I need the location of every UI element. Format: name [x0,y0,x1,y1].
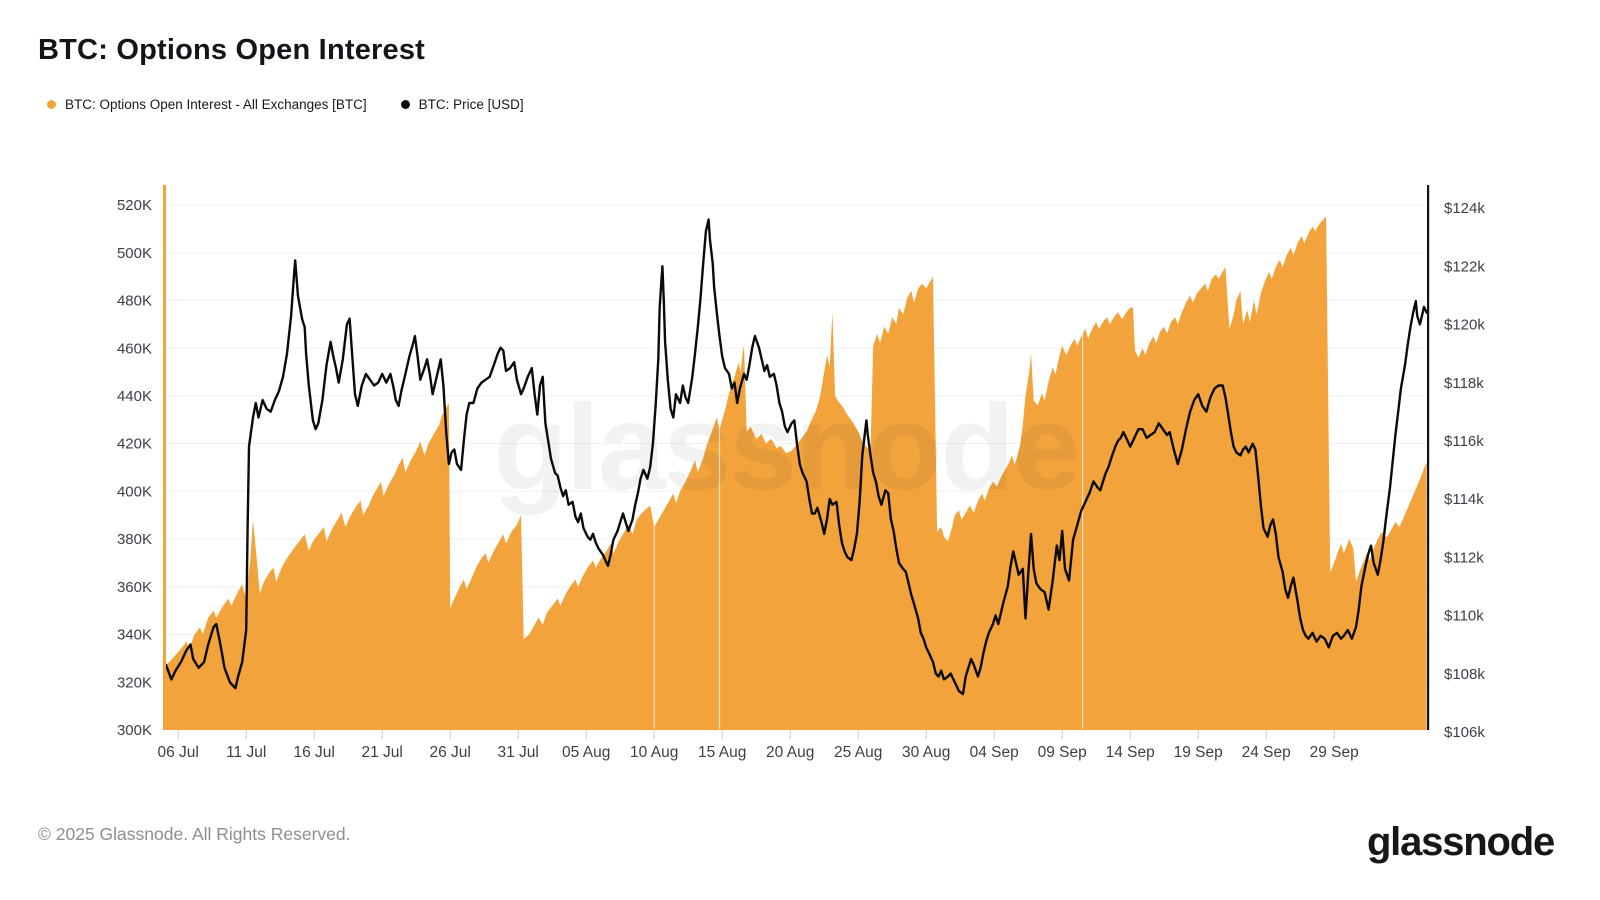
svg-text:10 Aug: 10 Aug [630,744,678,761]
svg-text:400K: 400K [117,484,152,501]
svg-text:21 Jul: 21 Jul [362,744,403,761]
svg-text:05 Aug: 05 Aug [562,744,610,761]
legend-label-price: BTC: Price [USD] [418,97,524,112]
svg-text:29 Sep: 29 Sep [1310,744,1359,761]
copyright-text: © 2025 Glassnode. All Rights Reserved. [38,824,351,844]
svg-text:$122k: $122k [1444,258,1485,275]
svg-text:$108k: $108k [1444,666,1485,683]
svg-text:480K: 480K [117,293,152,310]
svg-text:$116k: $116k [1444,433,1484,450]
left-axis-line [163,185,166,730]
svg-text:520K: 520K [117,197,152,214]
svg-text:16 Jul: 16 Jul [294,744,335,761]
svg-text:320K: 320K [117,674,152,691]
svg-text:26 Jul: 26 Jul [430,744,471,761]
svg-text:25 Aug: 25 Aug [834,744,882,761]
svg-text:420K: 420K [117,436,152,453]
open-interest-area-series [166,216,1427,730]
price-series-swatch-icon [400,100,410,109]
svg-text:06 Jul: 06 Jul [158,744,199,761]
svg-text:340K: 340K [117,627,152,644]
legend-item-price[interactable]: BTC: Price [USD] [400,97,524,112]
svg-text:31 Jul: 31 Jul [498,744,539,761]
legend: BTC: Options Open Interest - All Exchang… [47,97,524,112]
svg-text:19 Sep: 19 Sep [1174,744,1223,761]
svg-text:$124k: $124k [1444,200,1485,217]
glassnode-logo: glassnode [1366,820,1555,864]
svg-text:11 Jul: 11 Jul [226,744,266,761]
glassnode-watermark: glassnode [493,379,1078,515]
svg-text:300K: 300K [117,722,152,739]
svg-text:$110k: $110k [1444,608,1484,625]
svg-text:$106k: $106k [1444,724,1485,741]
svg-text:$112k: $112k [1444,549,1484,566]
x-axis: 06 Jul 11 Jul 16 Jul 21 Jul 26 Jul 31 Jul 05 A… [158,730,1359,761]
svg-text:14 Sep: 14 Sep [1106,744,1155,761]
svg-text:$114k: $114k [1444,491,1484,508]
page-title: BTC: Options Open Interest [38,34,426,66]
right-axis-labels: $124k $122k $120k $118k $116k $114k $112k $110k… [1444,200,1485,741]
price-line-series [164,218,1428,696]
svg-text:500K: 500K [117,245,152,262]
svg-text:380K: 380K [117,531,152,548]
svg-text:04 Sep: 04 Sep [970,744,1019,761]
svg-text:24 Sep: 24 Sep [1242,744,1291,761]
legend-item-open-interest[interactable]: BTC: Options Open Interest - All Exchang… [47,97,367,112]
left-axis-labels: 520K 500K 480K 460K 440K 420K 400K 380K 360K 340K… [117,197,152,739]
svg-text:15 Aug: 15 Aug [698,744,746,761]
legend-label-open-interest: BTC: Options Open Interest - All Exchang… [65,97,367,112]
svg-text:360K: 360K [117,579,152,596]
svg-text:30 Aug: 30 Aug [902,744,950,761]
svg-text:20 Aug: 20 Aug [766,744,814,761]
oi-series-swatch-icon [47,100,56,109]
svg-text:$118k: $118k [1444,375,1484,392]
svg-text:440K: 440K [117,388,152,405]
right-axis-line [1427,185,1430,730]
svg-text:460K: 460K [117,340,152,357]
svg-text:09 Sep: 09 Sep [1038,744,1087,761]
svg-text:$120k: $120k [1444,317,1485,334]
